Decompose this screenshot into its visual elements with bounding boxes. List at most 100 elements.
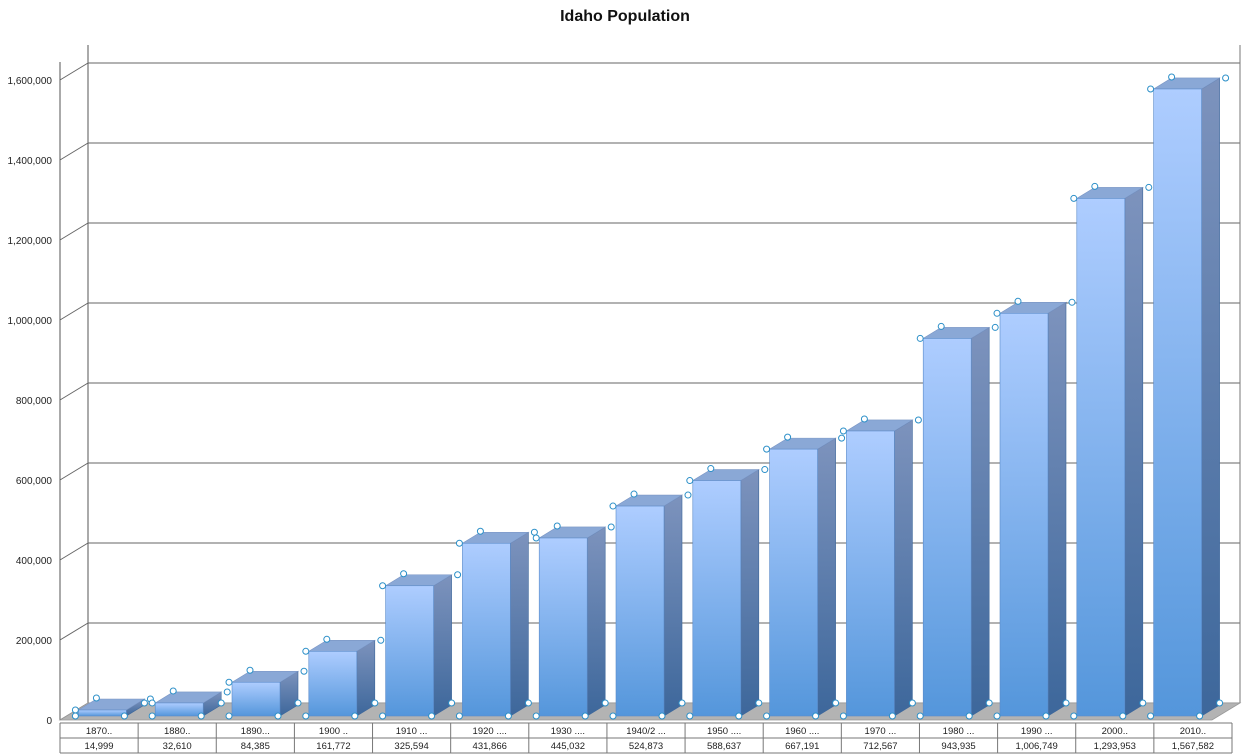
- selection-handle: [302, 647, 310, 655]
- selection-handle: [532, 534, 540, 542]
- selection-handle: [658, 712, 666, 720]
- bar: [769, 448, 818, 717]
- selection-handle: [294, 699, 302, 707]
- selection-handle: [1196, 712, 1204, 720]
- selection-handle: [371, 699, 379, 707]
- bar: [462, 542, 511, 717]
- bar-side: [1124, 186, 1144, 717]
- selection-handle: [1139, 699, 1147, 707]
- bar-side: [1201, 77, 1220, 717]
- data-label: 431,866: [473, 741, 507, 752]
- bar: [385, 585, 434, 717]
- selection-handle: [908, 699, 916, 707]
- x-tick-label: 1980 ...: [943, 726, 975, 737]
- selection-handle: [1014, 297, 1022, 305]
- selection-handle: [993, 309, 1001, 317]
- selection-handle: [448, 699, 456, 707]
- selection-handle: [678, 699, 686, 707]
- data-label: 712,567: [863, 741, 897, 752]
- selection-handle: [784, 433, 792, 441]
- selection-handle: [609, 712, 617, 720]
- selection-handle: [684, 491, 692, 499]
- selection-handle: [686, 477, 694, 485]
- selection-handle: [553, 522, 561, 530]
- gridline-diagonal: [59, 382, 89, 401]
- gridline-diagonal: [59, 622, 89, 641]
- selection-handle: [735, 712, 743, 720]
- selection-handle: [832, 699, 840, 707]
- bar: [846, 430, 895, 717]
- selection-handle: [914, 416, 922, 424]
- selection-handle: [601, 699, 609, 707]
- data-label: 445,032: [551, 741, 585, 752]
- bar: [999, 313, 1049, 717]
- x-tick-label: 1990 ...: [1021, 726, 1053, 737]
- selection-handle: [246, 666, 254, 674]
- selection-handle: [379, 712, 387, 720]
- y-tick-label: 1,200,000: [8, 236, 53, 247]
- selection-handle: [839, 427, 847, 435]
- selection-handle: [274, 712, 282, 720]
- data-label: 667,191: [785, 741, 819, 752]
- bar-side: [433, 574, 452, 717]
- gridline-diagonal: [59, 542, 89, 561]
- bar: [692, 480, 742, 717]
- selection-handle: [524, 699, 532, 707]
- y-tick-label: 0: [46, 716, 52, 727]
- selection-handle: [1145, 183, 1153, 191]
- selection-handle: [1042, 712, 1050, 720]
- selection-handle: [686, 712, 694, 720]
- selection-handle: [454, 571, 462, 579]
- bar: [615, 505, 665, 717]
- selection-handle: [937, 322, 945, 330]
- x-tick-label: 1900 ..: [319, 726, 348, 737]
- bar: [1076, 198, 1126, 717]
- selection-handle: [1091, 182, 1099, 190]
- data-label: 14,999: [85, 741, 114, 752]
- y-tick-label: 200,000: [16, 636, 53, 647]
- x-tick-label: 1870..: [86, 726, 112, 737]
- data-label: 1,293,953: [1094, 741, 1136, 752]
- selection-handle: [71, 706, 79, 714]
- selection-handle: [607, 523, 615, 531]
- selection-handle: [532, 712, 540, 720]
- selection-handle: [1062, 699, 1070, 707]
- gridline-diagonal: [59, 62, 89, 81]
- selection-handle: [148, 712, 156, 720]
- data-label: 943,935: [941, 741, 975, 752]
- selection-handle: [916, 712, 924, 720]
- selection-handle: [1222, 74, 1230, 82]
- x-tick-label: 1910 ...: [396, 726, 428, 737]
- selection-handle: [812, 712, 820, 720]
- selection-handle: [476, 527, 484, 535]
- selection-handle: [120, 712, 128, 720]
- data-label: 84,385: [241, 741, 270, 752]
- selection-handle: [428, 712, 436, 720]
- bar: [154, 702, 204, 717]
- x-tick-label: 1880..: [164, 726, 190, 737]
- selection-handle: [379, 582, 387, 590]
- bar: [78, 709, 127, 717]
- selection-handle: [630, 490, 638, 498]
- selection-handle: [455, 712, 463, 720]
- selection-handle: [839, 712, 847, 720]
- x-tick-label: 1960 ....: [785, 726, 819, 737]
- selection-handle: [377, 636, 385, 644]
- bar-side: [663, 494, 683, 717]
- selection-handle: [1119, 712, 1127, 720]
- y-tick-label: 1,000,000: [8, 316, 53, 327]
- gridline-diagonal: [59, 462, 89, 481]
- x-tick-label: 2000..: [1102, 726, 1128, 737]
- x-tick-label: 1950 ....: [707, 726, 741, 737]
- selection-handle: [763, 712, 771, 720]
- selection-handle: [965, 712, 973, 720]
- selection-handle: [225, 712, 233, 720]
- y-tick-label: 800,000: [16, 396, 53, 407]
- selection-handle: [197, 712, 205, 720]
- x-tick-label: 1920 ....: [473, 726, 507, 737]
- y-tick-label: 600,000: [16, 476, 53, 487]
- x-tick-label: 2010..: [1180, 726, 1206, 737]
- bar-side: [510, 531, 529, 717]
- bar-side: [817, 437, 836, 717]
- selection-handle: [223, 688, 231, 696]
